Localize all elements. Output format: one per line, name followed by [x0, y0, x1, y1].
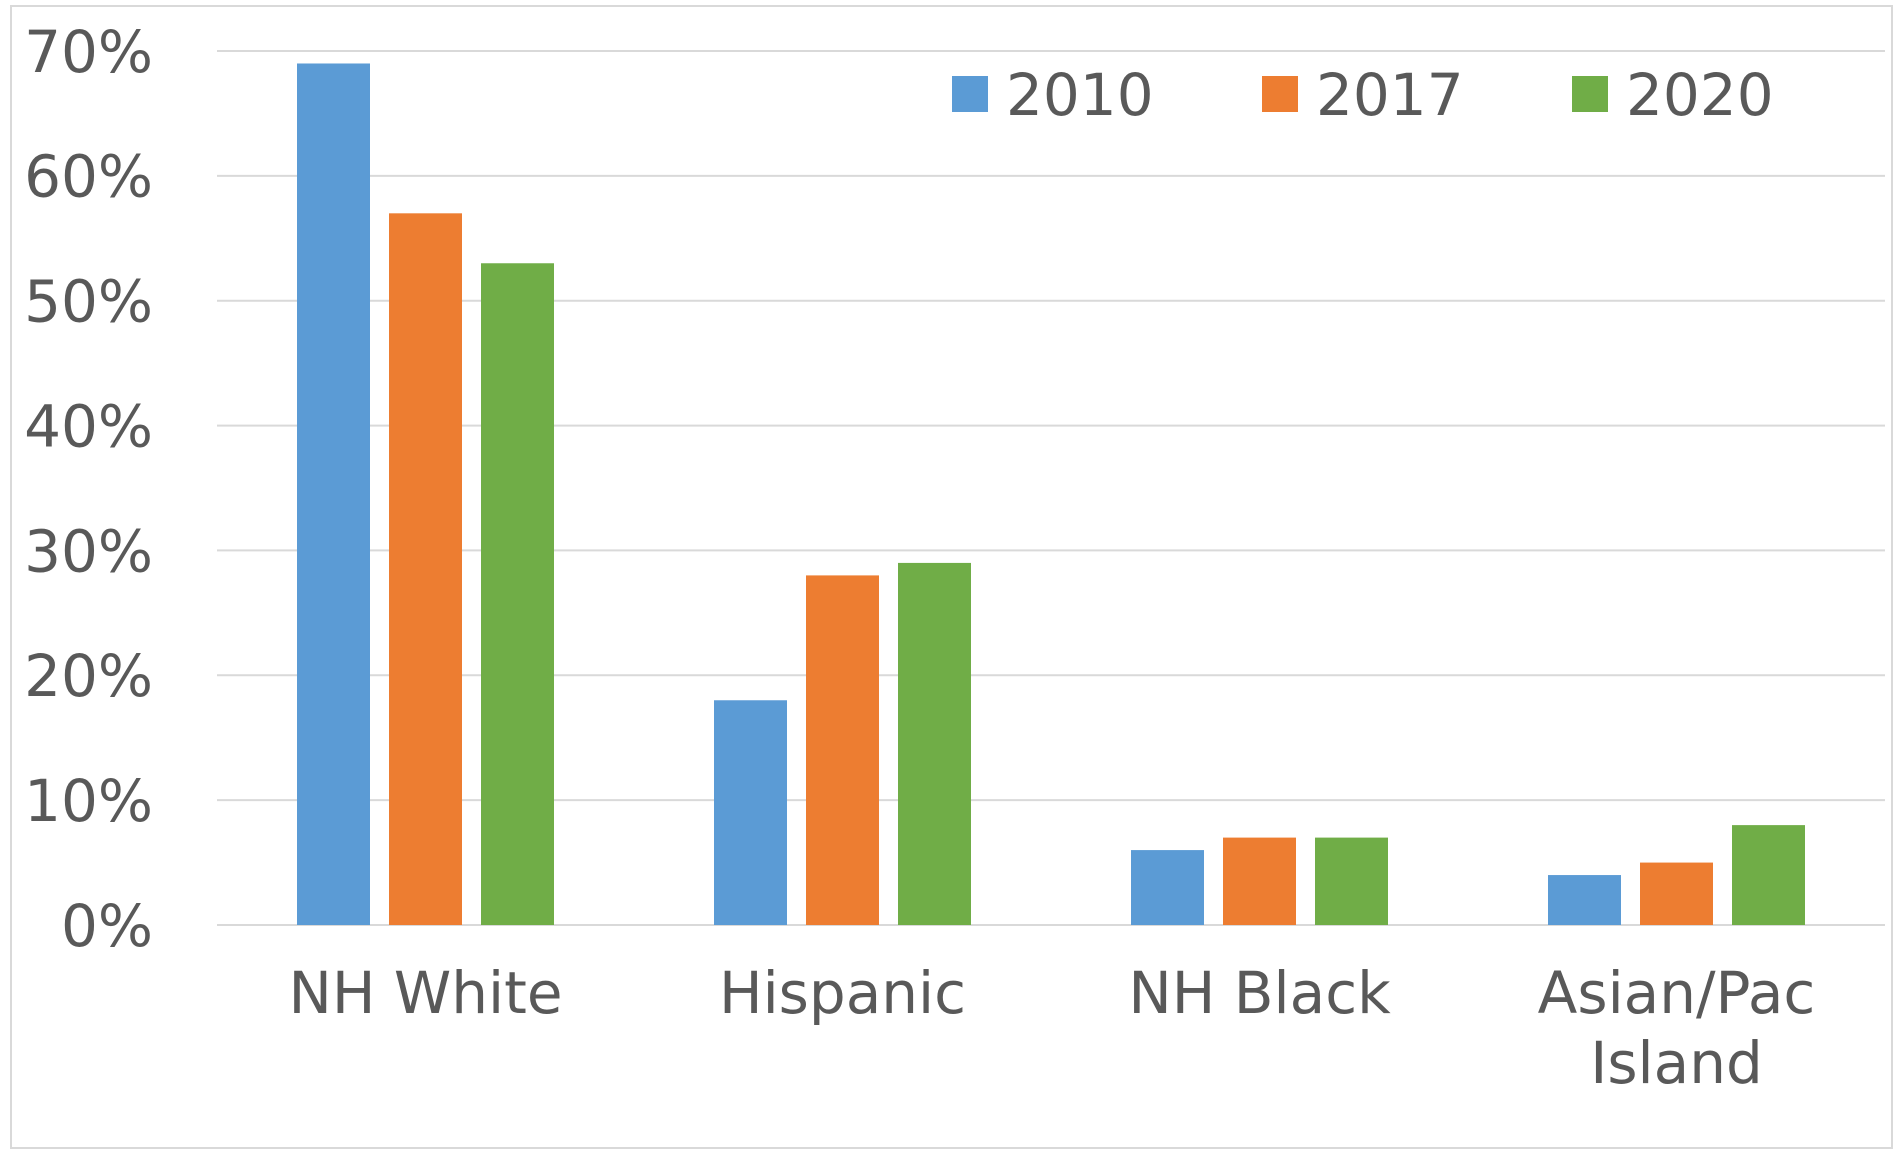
x-tick-label-line: NH White [288, 959, 562, 1027]
y-tick-label: 60% [24, 143, 153, 211]
legend-label-2010: 2010 [1006, 61, 1154, 129]
y-tick-label: 0% [61, 892, 153, 960]
y-tick-label: 10% [24, 767, 153, 835]
legend-swatch-2017 [1262, 76, 1298, 112]
bar-2010-nh-black [1131, 850, 1204, 925]
x-tick-label-line: Asian/Pac [1538, 959, 1816, 1027]
x-tick-label-line: Island [1590, 1029, 1763, 1097]
bar-2017-hispanic [806, 575, 879, 925]
bar-2010-hispanic [714, 700, 787, 925]
y-tick-label: 30% [24, 517, 153, 585]
bar-2020-nh-black [1315, 837, 1388, 925]
legend-label-2020: 2020 [1626, 61, 1774, 129]
y-tick-label: 70% [24, 18, 153, 86]
bar-2010-nh-white [297, 63, 370, 925]
y-tick-label: 50% [24, 268, 153, 336]
x-tick-label-line: NH Black [1128, 959, 1391, 1027]
bar-2017-nh-white [389, 213, 462, 926]
legend-label-2017: 2017 [1316, 61, 1464, 129]
legend: 2010 2017 2020 [952, 61, 1774, 129]
bars [297, 63, 1805, 926]
bar-2020-asian-pac-island [1732, 825, 1805, 925]
x-tick-label: NH Black [1128, 959, 1391, 1027]
y-tick-label: 20% [24, 642, 153, 710]
x-tick-label: Asian/Pac Island [1538, 959, 1816, 1097]
x-tick-label: Hispanic [719, 959, 966, 1027]
x-tick-label: NH White [288, 959, 562, 1027]
y-axis-tick-labels: 0% 10% 20% 30% 40% 50% 60% 70% [24, 18, 153, 960]
legend-swatch-2010 [952, 76, 988, 112]
legend-swatch-2020 [1572, 76, 1608, 112]
bar-2017-nh-black [1223, 837, 1296, 925]
bar-2017-asian-pac-island [1640, 862, 1713, 925]
y-tick-label: 40% [24, 392, 153, 460]
x-axis-category-labels: NH White Hispanic NH Black Asian/Pac Island [288, 959, 1815, 1097]
bar-2010-asian-pac-island [1548, 875, 1621, 925]
bar-2020-nh-white [481, 263, 554, 925]
x-tick-label-line: Hispanic [719, 959, 966, 1027]
bar-2020-hispanic [898, 562, 971, 925]
